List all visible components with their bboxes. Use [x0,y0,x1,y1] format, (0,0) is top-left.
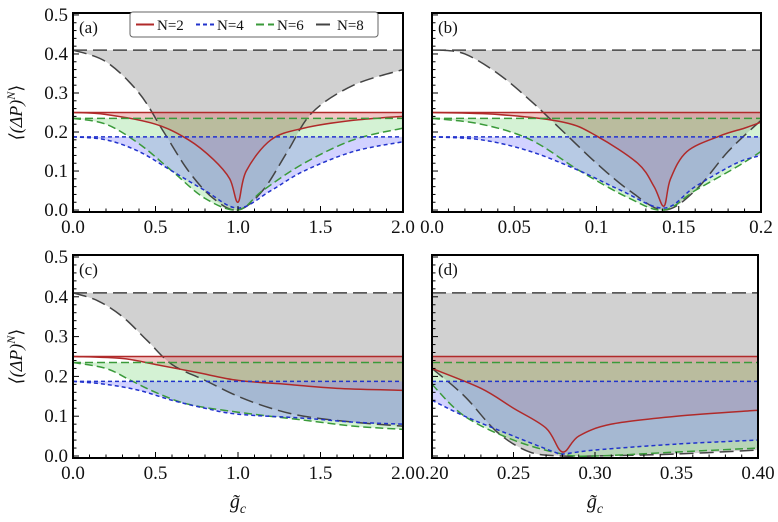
legend: N=2 N=4 N=6 N=8 [129,11,379,38]
x-tick-label: 0.15 [662,217,695,238]
legend-label: N=8 [337,18,364,34]
fill-n6 [73,362,403,430]
x-tick-label: 0.0 [61,217,85,238]
line-lower-n4 [73,380,403,425]
y-tick-label: 0.1 [44,161,68,182]
x-tick-label: 0.5 [144,463,168,484]
line-lower-n2 [73,355,403,392]
panel-c: 0.0 0.5 1.0 1.5 2.0 0.0 0.1 0.2 0.3 0.4 0.5 (c) ⟨(ΔP… [4,247,415,517]
x-tick-label: 0.2 [749,217,773,238]
legend-label: N=4 [217,18,244,34]
panel-a: 0.0 0.5 1.0 1.5 2.0 0.0 0.1 0.2 0.3 0.4 0.5 (a) ⟨(ΔP… [4,5,415,238]
line-lower-n6 [73,361,403,431]
x-tick-label: 1.5 [309,217,333,238]
x-tick-label: 2.0 [391,463,415,484]
x-tick-label: 0.40 [741,463,774,484]
y-tick-label: 0.5 [44,5,68,26]
y-tick-label: 0.3 [44,327,68,348]
x-tick-label: 0.20 [415,463,448,484]
y-axis-label-base: ⟨(ΔP) [6,100,27,141]
y-tick-label: 0.2 [44,366,68,387]
fill-n6 [73,118,403,211]
fill-n8 [73,50,403,211]
line-lower-n2 [73,111,403,203]
x-tick-label: 2.0 [391,217,415,238]
x-tick-label: 0.35 [660,463,693,484]
legend-label: N=2 [157,18,184,34]
y-tick-label: 0.1 [44,406,68,427]
x-tick-label: 0.25 [497,463,530,484]
legend-item-n4: N=4 [196,18,244,34]
x-axis-label-sub: c [240,502,247,517]
y-tick-label: 0.0 [44,200,68,221]
line-lower-n6 [73,117,403,211]
y-axis-label-sup: N [4,335,18,345]
x-tick-label: 0.30 [578,463,611,484]
x-tick-label: 0.0 [420,217,444,238]
legend-item-n6: N=6 [256,18,304,34]
y-axis-label-base: ⟨(ΔP) [6,344,27,385]
fill-n6 [432,362,758,457]
y-axis-label: ⟨(ΔP)N⟩ [4,85,27,141]
fill-n4 [432,136,761,209]
x-axis-label-base: g̃ [587,491,597,513]
line-lower-n8 [73,292,403,427]
x-tick-label: 1.0 [226,217,250,238]
line-lower-n2 [432,111,761,207]
x-tick-label: 0.1 [585,217,609,238]
fill-n2 [432,356,758,453]
panel-label: (b) [438,18,458,37]
y-axis-label-close: ⟩ [6,329,26,336]
fill-n6 [432,118,761,211]
panel-label: (a) [79,18,98,37]
x-axis-label: g̃c [230,491,247,517]
legend-item-n8: N=8 [316,18,364,34]
line-lower-n8 [432,367,758,458]
x-tick-label: 1.0 [226,463,250,484]
x-tick-label: 0.05 [498,217,531,238]
panel-d: 0.20 0.25 0.30 0.35 0.40 (d) g̃c [415,254,775,517]
x-axis-label-sub: c [597,502,604,517]
line-lower-n4 [73,136,403,209]
x-tick-label: 1.5 [309,463,333,484]
y-tick-label: 0.3 [44,83,68,104]
line-lower-n2 [432,367,758,453]
y-axis-label: ⟨(ΔP)N⟩ [4,329,27,385]
x-axis-label-base: g̃ [230,491,240,513]
y-axis-label-close: ⟩ [6,85,26,92]
y-tick-label: 0.5 [44,247,68,268]
line-lower-n4 [432,399,758,456]
y-tick-label: 0.4 [44,287,68,308]
line-lower-n6 [432,117,761,211]
fill-n4 [432,381,758,455]
fill-n2 [432,112,761,207]
fill-n4 [73,381,403,425]
x-axis-label: g̃c [587,491,604,517]
line-lower-n4 [432,136,761,209]
x-tick-label: 0.5 [144,217,168,238]
fill-n4 [73,136,403,209]
legend-box [129,11,379,38]
y-tick-label: 0.0 [44,446,68,467]
legend-item-n2: N=2 [136,18,184,34]
x-tick-label: 0.0 [61,463,85,484]
fill-n8 [440,50,761,211]
line-lower-n8 [73,49,403,211]
panel-label: (d) [438,260,458,279]
y-tick-label: 0.2 [44,122,68,143]
y-axis-label-sup: N [4,91,18,101]
panel-label: (c) [79,260,98,279]
panel-b: 0.0 0.05 0.1 0.15 0.2 (b) [420,12,773,238]
legend-label: N=6 [277,18,304,34]
fill-n8 [73,292,403,427]
line-lower-n6 [432,383,758,457]
y-tick-label: 0.4 [44,44,68,65]
fill-n2 [73,112,403,203]
